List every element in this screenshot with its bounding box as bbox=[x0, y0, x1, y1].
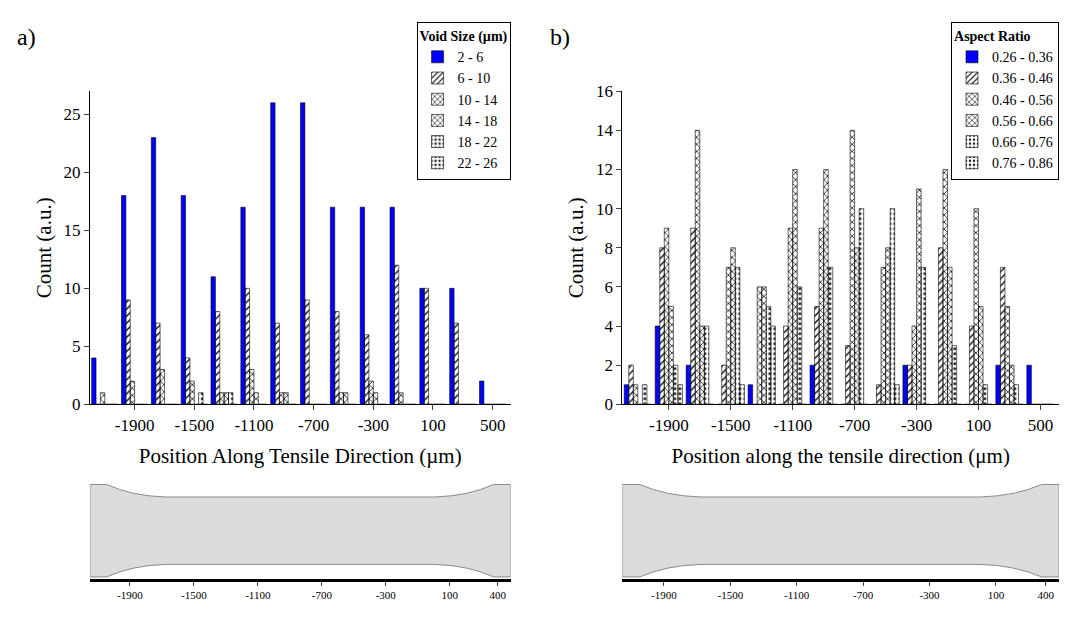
svg-text:-300: -300 bbox=[901, 416, 932, 435]
svg-text:20: 20 bbox=[63, 163, 80, 182]
svg-text:-700: -700 bbox=[853, 589, 874, 601]
svg-text:Void Size (µm): Void Size (µm) bbox=[420, 29, 508, 45]
svg-text:12: 12 bbox=[596, 160, 613, 179]
svg-text:0.46 - 0.56: 0.46 - 0.56 bbox=[992, 93, 1053, 108]
svg-text:2: 2 bbox=[604, 356, 613, 375]
svg-text:6 - 10: 6 - 10 bbox=[458, 71, 491, 86]
svg-text:14 - 18: 14 - 18 bbox=[458, 114, 498, 129]
svg-text:400: 400 bbox=[1037, 589, 1054, 601]
svg-text:10: 10 bbox=[596, 200, 613, 219]
svg-text:500: 500 bbox=[480, 416, 506, 435]
svg-text:Count (a.u.): Count (a.u.) bbox=[564, 197, 588, 298]
svg-text:-1100: -1100 bbox=[245, 589, 271, 601]
svg-text:15: 15 bbox=[63, 221, 80, 240]
svg-text:4: 4 bbox=[604, 317, 613, 336]
svg-text:-1500: -1500 bbox=[181, 589, 207, 601]
svg-text:-1500: -1500 bbox=[174, 416, 214, 435]
svg-text:5: 5 bbox=[72, 337, 81, 356]
svg-text:-1100: -1100 bbox=[773, 416, 812, 435]
svg-text:-700: -700 bbox=[298, 416, 329, 435]
svg-text:-1900: -1900 bbox=[115, 416, 155, 435]
svg-text:a): a) bbox=[17, 24, 36, 50]
svg-text:-1900: -1900 bbox=[649, 416, 689, 435]
svg-text:8: 8 bbox=[604, 239, 613, 258]
svg-text:Position along the tensile dir: Position along the tensile direction (μm… bbox=[671, 444, 1009, 468]
svg-text:14: 14 bbox=[596, 121, 614, 140]
svg-text:-300: -300 bbox=[919, 589, 940, 601]
svg-text:-1900: -1900 bbox=[651, 589, 677, 601]
svg-text:0.56 - 0.66: 0.56 - 0.66 bbox=[992, 114, 1053, 129]
svg-text:2 - 6: 2 - 6 bbox=[458, 50, 484, 65]
svg-text:0.66 - 0.76: 0.66 - 0.76 bbox=[992, 135, 1053, 150]
svg-text:10: 10 bbox=[63, 279, 80, 298]
svg-text:Position Along Tensile Directi: Position Along Tensile Direction (µm) bbox=[139, 444, 462, 468]
svg-text:25: 25 bbox=[63, 105, 80, 124]
svg-text:16: 16 bbox=[596, 82, 613, 101]
svg-text:400: 400 bbox=[490, 589, 507, 601]
svg-text:-1100: -1100 bbox=[234, 416, 273, 435]
svg-text:-1100: -1100 bbox=[784, 589, 810, 601]
svg-text:-700: -700 bbox=[312, 589, 333, 601]
svg-text:100: 100 bbox=[988, 589, 1005, 601]
svg-text:-1900: -1900 bbox=[117, 589, 143, 601]
svg-text:Count (a.u.): Count (a.u.) bbox=[32, 197, 56, 298]
svg-text:0: 0 bbox=[604, 395, 613, 414]
svg-text:100: 100 bbox=[442, 589, 459, 601]
svg-text:0.76 - 0.86: 0.76 - 0.86 bbox=[992, 156, 1053, 171]
svg-text:500: 500 bbox=[1028, 416, 1054, 435]
svg-text:100: 100 bbox=[420, 416, 446, 435]
svg-text:Aspect Ratio: Aspect Ratio bbox=[954, 29, 1031, 44]
svg-text:22 - 26: 22 - 26 bbox=[458, 156, 498, 171]
svg-text:100: 100 bbox=[966, 416, 992, 435]
svg-text:-1500: -1500 bbox=[711, 416, 751, 435]
svg-text:18 - 22: 18 - 22 bbox=[458, 135, 498, 150]
svg-text:-1500: -1500 bbox=[717, 589, 743, 601]
svg-text:0.26 - 0.36: 0.26 - 0.36 bbox=[992, 50, 1053, 65]
svg-text:-300: -300 bbox=[358, 416, 389, 435]
svg-text:0.36 - 0.46: 0.36 - 0.46 bbox=[992, 71, 1053, 86]
svg-text:0: 0 bbox=[72, 395, 81, 414]
svg-text:6: 6 bbox=[604, 278, 613, 297]
svg-text:-300: -300 bbox=[376, 589, 397, 601]
svg-text:-700: -700 bbox=[839, 416, 870, 435]
svg-text:10 - 14: 10 - 14 bbox=[458, 93, 498, 108]
svg-text:b): b) bbox=[550, 24, 570, 50]
